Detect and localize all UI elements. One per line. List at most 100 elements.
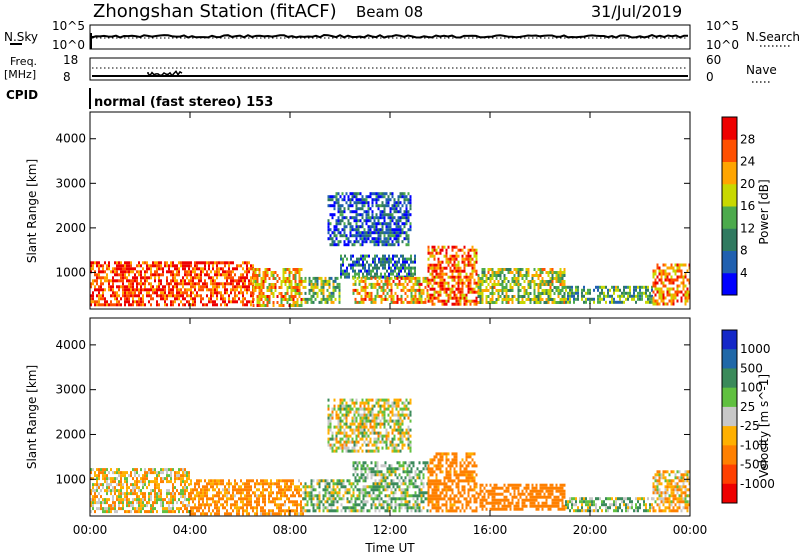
data-cell bbox=[390, 272, 392, 276]
data-cell bbox=[152, 489, 154, 493]
data-cell bbox=[555, 289, 558, 292]
data-cell bbox=[385, 240, 388, 244]
data-cell bbox=[459, 296, 462, 300]
data-cell bbox=[186, 294, 188, 298]
data-cell bbox=[226, 291, 228, 295]
data-cell bbox=[390, 300, 393, 304]
data-cell bbox=[342, 257, 344, 261]
data-cell bbox=[404, 500, 407, 504]
data-cell bbox=[392, 254, 394, 258]
data-cell bbox=[192, 267, 194, 271]
data-cell bbox=[144, 477, 146, 481]
data-cell bbox=[401, 240, 404, 244]
data-cell bbox=[330, 509, 333, 513]
data-cell bbox=[114, 303, 116, 307]
data-cell bbox=[218, 291, 220, 295]
data-cell bbox=[386, 282, 389, 286]
data-cell bbox=[306, 491, 309, 495]
data-cell bbox=[96, 501, 98, 505]
data-cell bbox=[615, 285, 617, 289]
data-cell bbox=[487, 289, 490, 292]
data-cell bbox=[389, 416, 392, 420]
data-cell bbox=[180, 507, 182, 511]
data-cell bbox=[396, 294, 399, 298]
data-cell bbox=[270, 271, 273, 274]
data-cell bbox=[402, 479, 405, 483]
data-cell bbox=[398, 266, 400, 270]
data-cell bbox=[443, 299, 446, 303]
data-cell bbox=[666, 287, 669, 291]
data-cell bbox=[390, 506, 393, 510]
data-cell bbox=[152, 285, 154, 289]
data-cell bbox=[188, 261, 190, 265]
data-cell bbox=[402, 497, 405, 501]
data-cell bbox=[380, 300, 383, 304]
data-cell bbox=[408, 494, 411, 498]
data-cell bbox=[651, 288, 653, 292]
data-cell bbox=[142, 504, 144, 508]
data-cell bbox=[296, 268, 299, 271]
data-cell bbox=[360, 263, 362, 267]
data-cell bbox=[228, 264, 230, 268]
data-cell bbox=[100, 504, 102, 508]
data-cell bbox=[393, 404, 396, 408]
data-cell bbox=[455, 296, 458, 300]
data-cell bbox=[384, 254, 386, 258]
data-cell bbox=[356, 461, 359, 465]
data-cell bbox=[282, 277, 285, 280]
data-cell bbox=[449, 254, 452, 258]
data-cell bbox=[589, 300, 591, 304]
data-cell bbox=[461, 290, 464, 294]
data-cell bbox=[400, 276, 403, 280]
data-cell bbox=[132, 291, 134, 295]
data-cell bbox=[399, 440, 402, 444]
data-cell bbox=[126, 291, 128, 295]
data-cell bbox=[455, 287, 458, 291]
data-cell bbox=[475, 302, 478, 306]
data-cell bbox=[254, 482, 256, 486]
data-cell bbox=[252, 479, 254, 483]
data-cell bbox=[236, 288, 238, 292]
data-cell bbox=[357, 207, 360, 211]
data-cell bbox=[94, 288, 96, 292]
data-cell bbox=[114, 471, 116, 475]
data-cell bbox=[222, 285, 224, 289]
data-cell bbox=[511, 301, 514, 304]
data-cell bbox=[369, 234, 372, 238]
data-cell bbox=[405, 234, 408, 238]
data-cell bbox=[403, 404, 406, 408]
data-cell bbox=[341, 204, 344, 208]
data-cell bbox=[433, 293, 436, 297]
data-cell bbox=[282, 479, 284, 483]
data-cell bbox=[686, 269, 689, 273]
data-cell bbox=[222, 494, 224, 498]
data-cell bbox=[242, 297, 244, 301]
data-cell bbox=[186, 474, 188, 478]
data-cell bbox=[531, 277, 534, 280]
data-cell bbox=[254, 500, 256, 504]
data-cell bbox=[523, 292, 526, 295]
data-cell bbox=[477, 274, 480, 277]
data-cell bbox=[172, 483, 174, 487]
data-cell bbox=[573, 294, 575, 298]
data-cell bbox=[214, 512, 216, 516]
data-cell bbox=[398, 297, 401, 301]
data-cell bbox=[154, 477, 156, 481]
data-cell bbox=[355, 216, 358, 220]
data-cell bbox=[451, 269, 454, 273]
data-cell bbox=[218, 267, 220, 271]
data-cell bbox=[374, 257, 376, 261]
data-cell bbox=[96, 264, 98, 268]
data-cell bbox=[322, 291, 325, 295]
data-cell bbox=[393, 207, 396, 211]
data-cell bbox=[383, 243, 386, 247]
data-cell bbox=[491, 277, 494, 280]
data-cell bbox=[353, 419, 356, 423]
data-cell bbox=[505, 292, 508, 295]
data-cell bbox=[276, 295, 279, 298]
data-cell bbox=[304, 488, 307, 492]
data-cell bbox=[332, 300, 335, 304]
data-cell bbox=[493, 280, 496, 283]
data-cell bbox=[373, 440, 376, 444]
data-cell bbox=[416, 282, 419, 286]
